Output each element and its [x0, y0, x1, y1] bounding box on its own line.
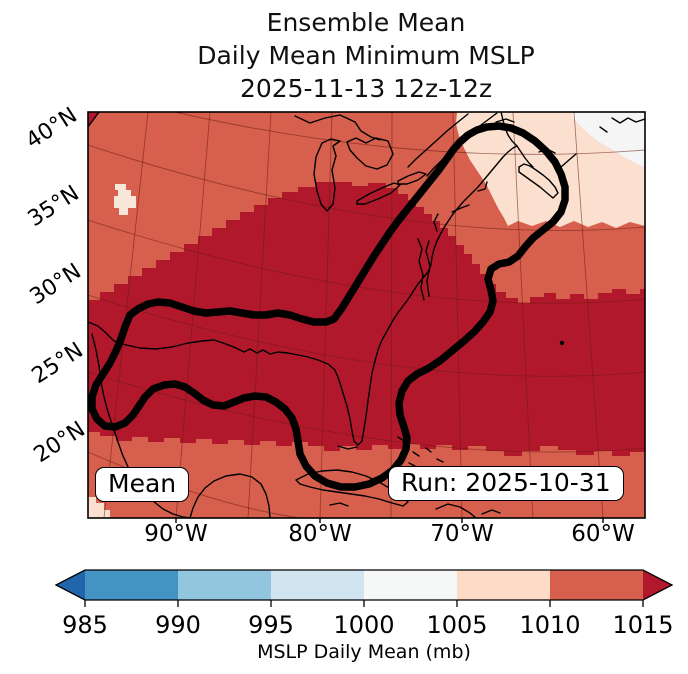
lon-ticks — [175, 518, 604, 523]
cbar-segment-2 — [271, 570, 364, 600]
plot-title: Ensemble Mean Daily Mean Minimum MSLP 20… — [22, 6, 688, 105]
bahamas-5 — [436, 458, 444, 463]
long-island — [451, 204, 470, 213]
lake-superior — [294, 114, 381, 141]
bahamas-3 — [425, 447, 432, 453]
corner-slash — [88, 112, 100, 128]
lake-huron — [346, 137, 394, 170]
cbar-segment-4 — [457, 570, 550, 600]
coastlines — [88, 112, 645, 518]
lake-ontario — [397, 171, 427, 185]
cape-cod — [477, 181, 488, 192]
coast-st-lawrence-north — [407, 113, 469, 168]
coast-cape-breton — [560, 153, 577, 168]
cbar-tick-label-1010: 1010 — [519, 611, 580, 639]
colorbar-caption: MSLP Daily Mean (mb) — [257, 641, 471, 663]
mean-contour-outline — [88, 122, 569, 491]
coast-jamaica — [329, 502, 349, 507]
florida-keys — [337, 445, 358, 450]
coast-hispaniola — [435, 503, 477, 518]
map-frame — [87, 111, 646, 519]
fill-band-1000-1005 — [572, 112, 645, 168]
cbar-tick-label-995: 995 — [248, 611, 294, 639]
coast-nova-scotia — [518, 163, 559, 199]
bermuda-dot — [559, 340, 565, 346]
coast-newfoundland — [611, 117, 645, 124]
run-label-text: Run: 2025-10-31 — [401, 468, 611, 497]
cbar-segment-5 — [550, 570, 643, 600]
fill-pale-patch — [114, 184, 136, 215]
coast-cuba — [295, 469, 409, 507]
cbar-segment-0 — [85, 570, 178, 600]
coast-puerto-rico — [481, 509, 501, 515]
coast-anticosti — [495, 118, 515, 123]
delaware-bay — [433, 213, 439, 232]
lon-label-60W: 60°W — [571, 521, 635, 547]
lon-label-90W: 90°W — [144, 521, 208, 547]
coast-mainland — [88, 145, 518, 446]
coast-gaspe — [599, 126, 608, 133]
chesapeake-bay — [417, 238, 425, 301]
mean-label-text: Mean — [108, 469, 177, 498]
run-label-box: Run: 2025-10-31 — [388, 466, 624, 501]
lake-michigan — [313, 138, 341, 212]
bahamas-1 — [397, 436, 405, 442]
lake-erie — [356, 182, 401, 205]
cbar-under-arrow — [56, 570, 85, 600]
cbar-tick-label-1015: 1015 — [612, 611, 673, 639]
cbar-over-arrow — [643, 570, 672, 600]
cbar-segment-1 — [178, 570, 271, 600]
delmarva — [425, 240, 431, 297]
bahamas-2 — [412, 451, 420, 457]
cbar-tick-label-985: 985 — [62, 611, 108, 639]
coast-fundy — [516, 145, 534, 168]
lon-label-80W: 80°W — [288, 521, 352, 547]
coast-new-brunswick — [500, 112, 518, 147]
fill-band-1005-1010 — [456, 112, 645, 228]
bahamas-4 — [408, 462, 416, 467]
cbar-tick-label-1005: 1005 — [426, 611, 487, 639]
cbar-tick-label-990: 990 — [155, 611, 201, 639]
lon-label-70W: 70°W — [430, 521, 494, 547]
mean-label-box: Mean — [95, 467, 190, 502]
fill-band-over-1015 — [88, 182, 645, 456]
title-line-2: Daily Mean Minimum MSLP — [197, 41, 535, 70]
cbar-tick-label-1000: 1000 — [333, 611, 394, 639]
title-line-1: Ensemble Mean — [266, 8, 466, 37]
title-line-3: 2025-11-13 12z-12z — [239, 74, 493, 103]
cbar-segment-3 — [364, 570, 457, 600]
coast-mexico-yucatan — [91, 333, 271, 518]
